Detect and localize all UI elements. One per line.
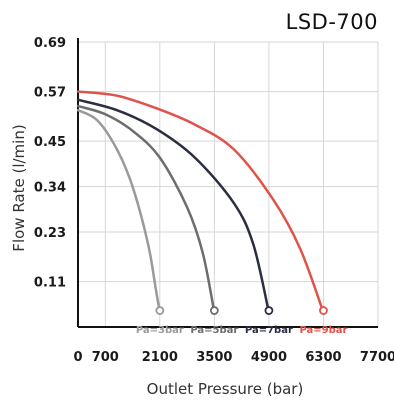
y-tick-label: 0.45 <box>34 135 66 150</box>
grid <box>78 41 379 327</box>
y-axis-label: Flow Rate (l/min) <box>10 124 28 251</box>
x-tick-label: 7700 <box>360 350 394 365</box>
x-tick-label: 4900 <box>251 350 287 365</box>
series-line <box>76 98 271 314</box>
series-lines: Pa=3bar Pa=5bar Pa=7bar Pa=9bar <box>76 90 348 336</box>
y-tick-label: 0.57 <box>34 86 66 101</box>
series-end-marker <box>264 306 274 315</box>
x-tick-label: 700 <box>92 350 119 365</box>
x-tick-label: 2100 <box>142 350 178 365</box>
x-tick-label: 3500 <box>196 350 232 365</box>
x-tick-label: 6300 <box>305 350 341 365</box>
x-axis-label: Outlet Pressure (bar) <box>147 380 304 398</box>
tick-labels: 0 700 2100 3500 4900 6300 7700 0.11 0.23 0.34 0.45… <box>34 36 394 365</box>
y-tick-label: 0.23 <box>34 226 66 241</box>
y-tick-label: 0.11 <box>34 276 66 291</box>
series-end-marker <box>319 306 328 315</box>
series-end-label: Pa=3bar <box>136 325 184 336</box>
y-tick-label: 0.34 <box>34 181 66 196</box>
series-end-label: Pa=5bar <box>190 325 238 336</box>
series-end-label: Pa=9bar <box>299 325 347 336</box>
series-end-label: Pa=7bar <box>245 325 293 336</box>
series-line <box>76 90 325 314</box>
axes <box>77 38 378 328</box>
series-line <box>76 108 162 314</box>
series-end-marker <box>155 306 165 315</box>
chart-title: LSD-700 <box>286 10 378 34</box>
y-tick-label: 0.69 <box>34 36 66 51</box>
series-end-marker <box>209 306 219 315</box>
x-tick-label: 0 <box>73 350 82 365</box>
series-line <box>76 104 216 314</box>
